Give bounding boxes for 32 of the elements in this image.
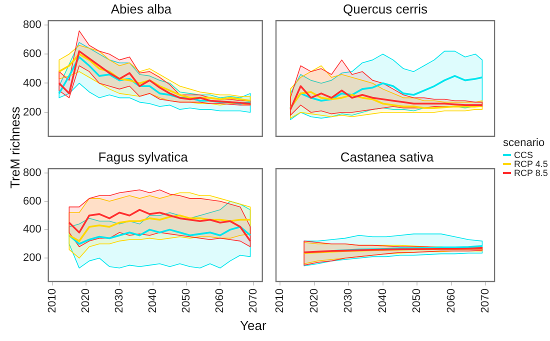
y-tick-label: 200 <box>22 106 42 118</box>
x-tick-label: 2010 <box>274 288 286 314</box>
x-axis-title: Year <box>240 318 266 333</box>
y-tick-label: 800 <box>22 19 42 31</box>
chart-title: Abies alba <box>110 1 172 16</box>
x-tick-label: 2030 <box>113 288 126 314</box>
x-tick-label: 2010 <box>46 288 58 314</box>
y-tick-label: 800 <box>22 166 42 179</box>
x-tick-label: 2040 <box>147 288 160 314</box>
x-tick-label: 2070 <box>480 288 492 314</box>
x-tick-label: 2040 <box>376 288 389 314</box>
chart-title: Castanea sativa <box>340 149 434 164</box>
x-tick-label: 2030 <box>342 288 355 314</box>
legend-label: RCP 4.5 <box>514 158 548 168</box>
y-tick-label: 400 <box>22 224 42 236</box>
legend-label: RCP 8.5 <box>514 168 548 178</box>
x-tick-label: 2060 <box>214 288 226 314</box>
x-tick-label: 2020 <box>80 288 92 314</box>
legend-label: CCS <box>514 150 534 160</box>
y-axis-title: TreM richness <box>8 106 22 190</box>
y-tick-label: 400 <box>22 77 42 90</box>
y-tick-label: 600 <box>22 195 42 208</box>
x-tick-label: 2050 <box>180 288 193 314</box>
y-tick-label: 600 <box>22 48 42 60</box>
x-tick-label: 2050 <box>411 288 424 314</box>
x-tick-label: 2070 <box>248 288 260 314</box>
x-tick-label: 2020 <box>308 288 320 314</box>
legend-title: scenario <box>503 137 546 149</box>
y-tick-label: 200 <box>22 252 42 264</box>
x-tick-label: 2060 <box>445 288 458 314</box>
chart-title: Fagus sylvatica <box>98 149 189 164</box>
chart-title: Quercus cerris <box>343 1 428 16</box>
